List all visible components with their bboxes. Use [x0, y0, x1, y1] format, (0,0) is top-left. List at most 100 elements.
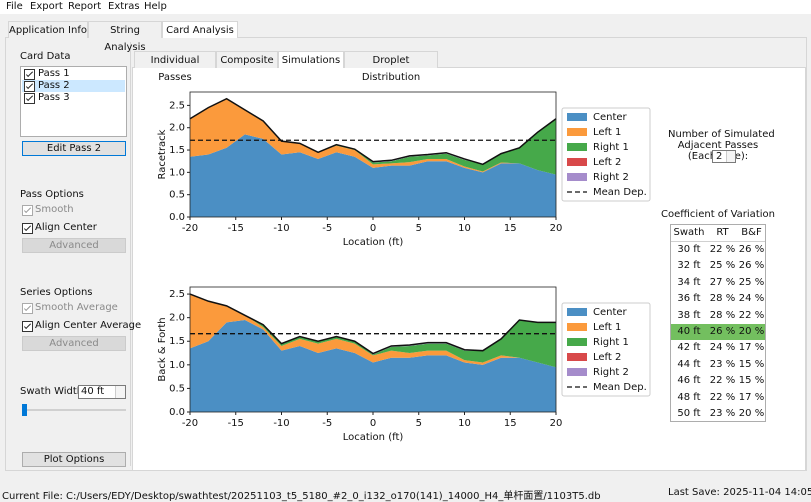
subtab[interactable]: Droplet Distribution: [344, 51, 438, 83]
legend-swatch: [567, 128, 587, 136]
y-tick-label: 2.5: [169, 289, 185, 300]
label-line: Adjacent Passes: [677, 140, 759, 151]
x-tick-label: -15: [228, 418, 244, 429]
spinbox-value: 40 ft: [81, 386, 105, 397]
x-tick-label: 15: [504, 223, 517, 234]
spin-arrows[interactable]: [726, 151, 735, 162]
status-bar: Current File: C:/Users/EDY/Desktop/swath…: [0, 485, 811, 502]
legend-swatch: [567, 338, 587, 346]
x-tick-label: 10: [458, 223, 471, 234]
checkbox[interactable]: [22, 321, 33, 332]
y-tick-label: 0.5: [169, 190, 185, 201]
cv-table: Swath RT B&F 30 ft 22 % 26 % 32 ft 25 % 26 % 34 f…: [670, 224, 766, 422]
cell: 25 %: [738, 276, 765, 288]
cell: 24 %: [738, 293, 765, 305]
cell: 38 ft: [677, 309, 701, 321]
label-line: Number of Simulated: [668, 129, 775, 140]
header-rule: [671, 241, 765, 242]
checkbox[interactable]: [24, 93, 35, 104]
tab[interactable]: Card Analysis: [162, 21, 238, 38]
swath-width-label: Swath Width:: [20, 386, 87, 397]
legend-swatch: [567, 308, 587, 316]
pass-item[interactable]: Pass 1: [22, 68, 125, 80]
checkbox[interactable]: [22, 205, 33, 216]
subtab[interactable]: Simulations: [278, 51, 344, 68]
legend-label: Mean Dep.: [593, 382, 647, 393]
subtab[interactable]: Individual Passes: [134, 51, 216, 83]
pass-item[interactable]: Pass 2: [22, 80, 125, 92]
legend-swatch: [567, 173, 587, 181]
cell: 22 %: [709, 244, 736, 255]
simulated-passes-spinbox[interactable]: 2: [712, 150, 736, 163]
pass-item[interactable]: Pass 3: [22, 92, 125, 104]
x-tick-label: 20: [550, 223, 563, 234]
area: [190, 320, 556, 412]
spin-arrows[interactable]: [115, 386, 125, 398]
y-tick-label: 1.5: [169, 145, 185, 156]
legend-swatch: [567, 353, 587, 361]
edit-pass-button[interactable]: Edit Pass 2: [22, 141, 126, 156]
group-title: Series Options: [20, 287, 93, 298]
x-tick-label: -10: [273, 223, 289, 234]
advanced-button[interactable]: Advanced: [22, 238, 126, 253]
legend-label: Right 1: [593, 142, 629, 153]
menu-item[interactable]: Extras: [108, 1, 140, 12]
checkbox[interactable]: [22, 303, 33, 314]
cell: 22 %: [709, 375, 736, 387]
x-tick-label: -5: [322, 418, 332, 429]
cell: 27 %: [709, 276, 736, 288]
swath-width-spinbox[interactable]: 40 ft: [78, 385, 126, 399]
slider-handle[interactable]: [22, 404, 27, 416]
menu-item[interactable]: Export: [30, 1, 63, 12]
slider-track: [22, 409, 126, 411]
x-tick-label: 0: [370, 223, 376, 234]
legend-label: Left 1: [593, 127, 621, 138]
group-title: Pass Options: [20, 189, 84, 200]
legend-label: Right 1: [593, 337, 629, 348]
x-tick-label: 0: [370, 418, 376, 429]
checkbox[interactable]: [24, 69, 35, 80]
menu-item[interactable]: File: [6, 1, 23, 12]
highlight-row: [671, 324, 765, 340]
x-tick-label: 20: [550, 418, 563, 429]
checkbox[interactable]: [22, 223, 33, 234]
y-tick-label: 2.5: [169, 100, 185, 111]
cell: 22 %: [709, 391, 736, 403]
y-axis-label: Back & Forth: [157, 317, 168, 381]
legend-swatch: [567, 158, 587, 166]
cell: 22 %: [738, 309, 765, 321]
legend-swatch: [567, 323, 587, 331]
column-header: B&F: [741, 227, 762, 238]
cell: 25 %: [709, 260, 736, 272]
x-tick-label: 10: [458, 418, 471, 429]
cell: 46 ft: [677, 375, 701, 387]
tab[interactable]: Application Info: [8, 21, 88, 38]
x-tick-label: -20: [182, 418, 198, 429]
advanced-button[interactable]: Advanced: [22, 336, 126, 351]
x-tick-label: 15: [504, 418, 517, 429]
cell: 28 %: [709, 293, 736, 305]
cell: 40 ft: [677, 326, 701, 337]
tab[interactable]: String Analysis: [88, 21, 162, 53]
subtab[interactable]: Composite: [216, 51, 278, 68]
spinbox-value: 2: [716, 151, 723, 162]
menu-item[interactable]: Report: [68, 1, 102, 12]
checkbox[interactable]: [24, 81, 35, 92]
x-tick-label: 5: [416, 223, 422, 234]
cell: 50 ft: [677, 408, 701, 419]
legend-label: Right 2: [593, 367, 629, 378]
cell: 20 %: [738, 408, 765, 419]
menu-item[interactable]: Help: [144, 1, 167, 12]
cell: 23 %: [709, 408, 736, 419]
x-tick-label: -10: [273, 418, 289, 429]
checkbox-label: Align Center Average: [35, 320, 142, 331]
group-title: Card Data: [20, 51, 71, 62]
y-tick-label: 1.5: [169, 336, 185, 347]
cell: 28 %: [709, 309, 736, 321]
current-file: Current File: C:/Users/EDY/Desktop/swath…: [2, 491, 601, 502]
cell: 17 %: [738, 391, 765, 403]
cell: 23 %: [709, 358, 736, 370]
y-tick-label: 1.0: [169, 167, 185, 178]
plot-options-button[interactable]: Plot Options: [22, 452, 126, 467]
